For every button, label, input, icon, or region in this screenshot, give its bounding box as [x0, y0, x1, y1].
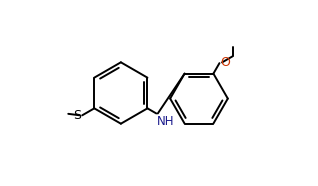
Text: S: S	[73, 109, 81, 122]
Text: O: O	[220, 56, 230, 69]
Text: NH: NH	[157, 115, 175, 128]
